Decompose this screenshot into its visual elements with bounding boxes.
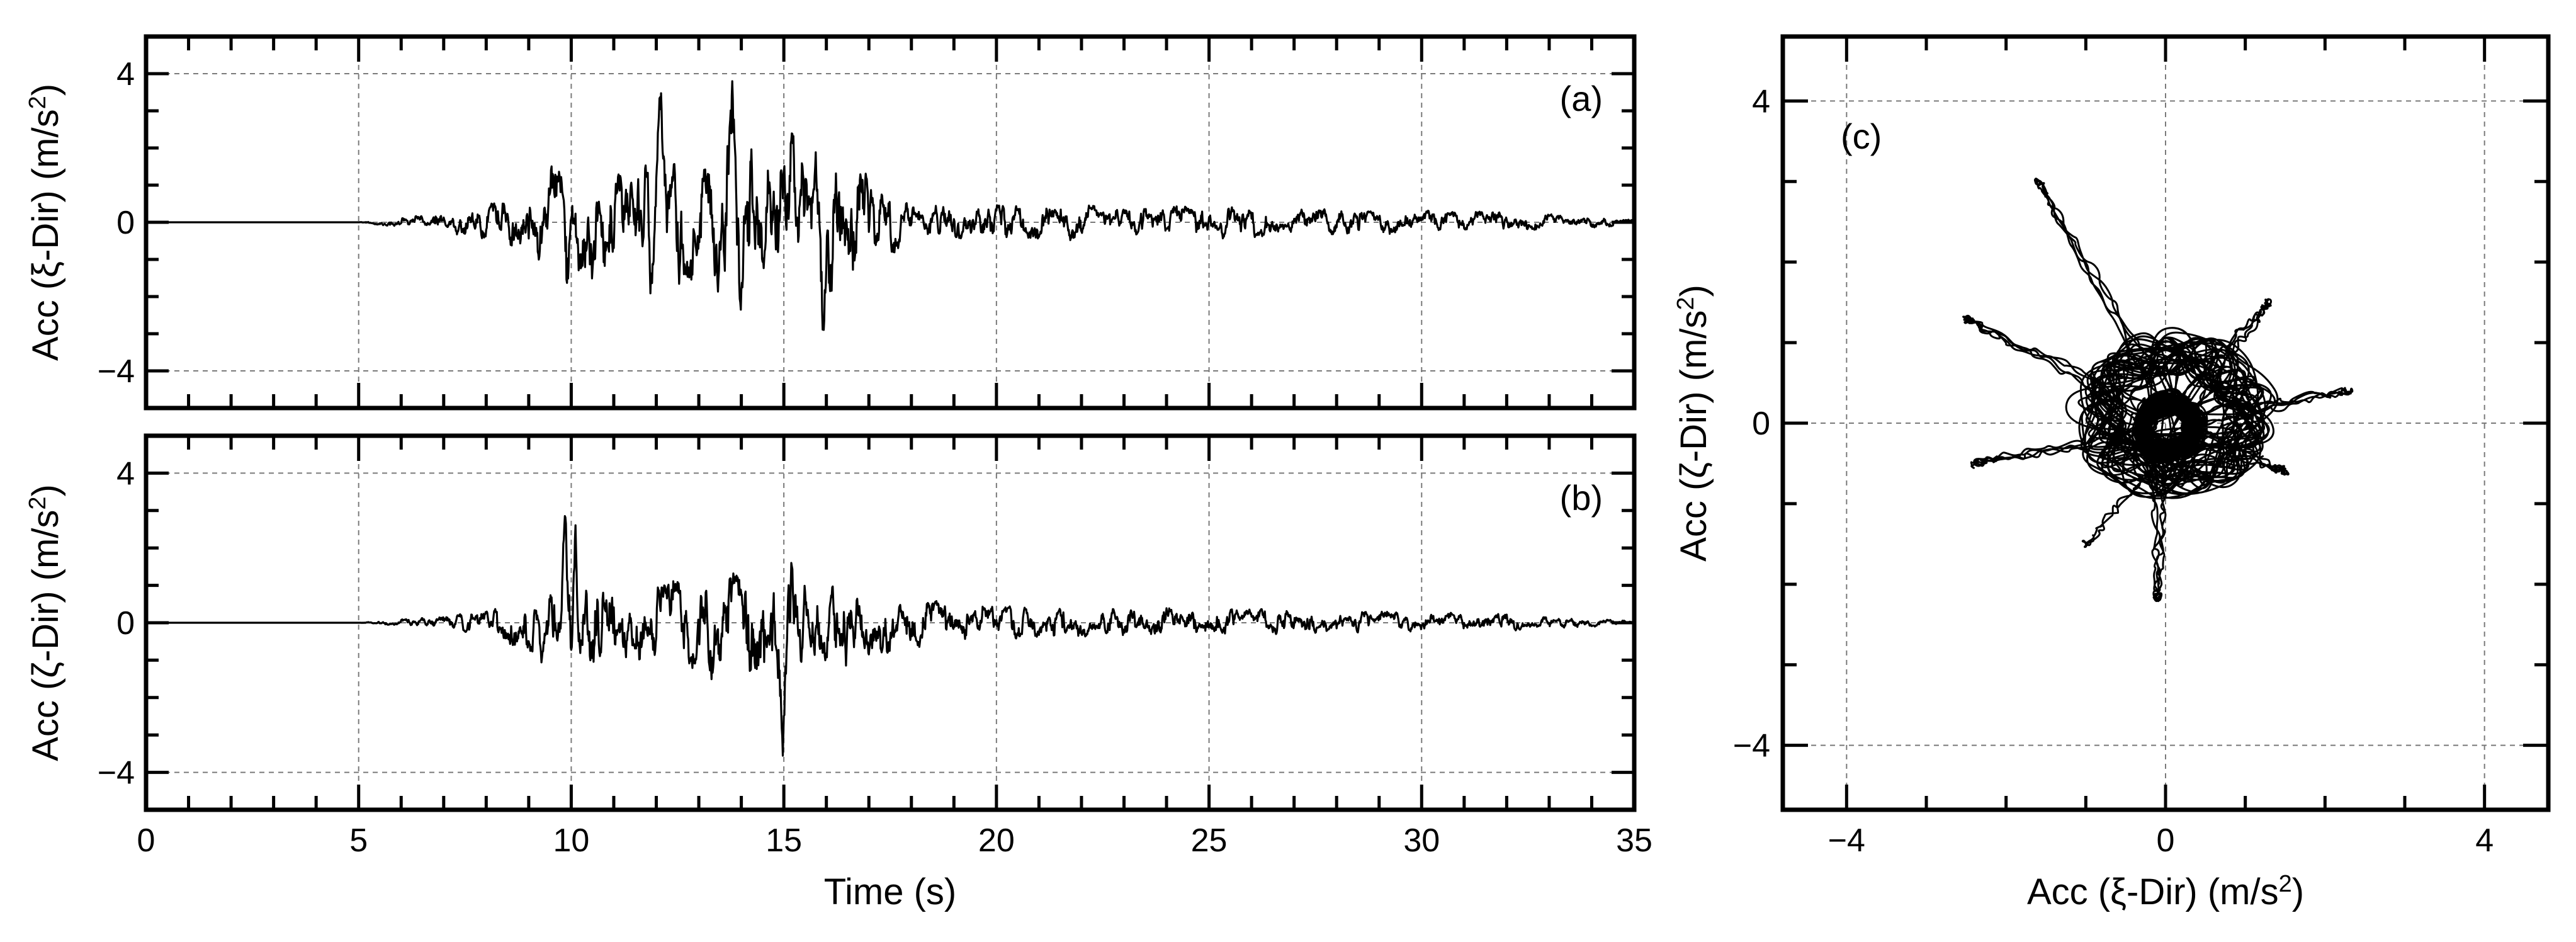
x-axis-label-main: Acc (ξ-Dir) (m/s <box>2027 871 2279 912</box>
y-tick-label: −4 <box>98 353 135 390</box>
panel-label: (c) <box>1841 116 1882 156</box>
y-axis-label-main: Acc (ζ-Dir) (m/s <box>1673 310 1714 562</box>
panel-label: (b) <box>1560 478 1603 518</box>
x-axis-label-close: ) <box>2292 871 2304 912</box>
x-tick-label: 5 <box>349 822 368 859</box>
x-tick-label: 0 <box>137 822 155 859</box>
y-tick-label: 4 <box>116 455 135 492</box>
x-tick-label: 4 <box>2475 822 2494 859</box>
x-tick-label: 10 <box>553 822 590 859</box>
y-axis-label: Acc (ζ-Dir) (m/s2) <box>25 484 66 761</box>
y-tick-label: 0 <box>116 605 135 642</box>
x-axis-label: Time (s) <box>824 871 956 912</box>
panel-a-acc-xi-time-history: −4 0 4 (a) Acc (ξ-Dir) (m/s2) <box>25 34 1637 411</box>
x-axis-label: Acc (ξ-Dir) (m/s2) <box>2027 871 2304 912</box>
y-axis-label: Acc (ξ-Dir) (m/s2) <box>25 84 66 361</box>
x-tick-label: 15 <box>765 822 802 859</box>
y-tick-label: −4 <box>1733 728 1770 764</box>
y-axis-label-close: ) <box>25 84 66 96</box>
y-axis-label: Acc (ζ-Dir) (m/s2) <box>1673 285 1714 562</box>
x-tick-label: 30 <box>1403 822 1440 859</box>
panel-label: (a) <box>1560 79 1603 118</box>
orbit-trace <box>1962 178 2354 603</box>
x-tick-label: 35 <box>1616 822 1652 859</box>
y-axis-label-main: Acc (ζ-Dir) (m/s <box>25 510 66 761</box>
y-tick-label: 0 <box>1752 406 1770 442</box>
signal-trace <box>145 80 1635 331</box>
panel-c-acc-orbit: −4 0 4−404(c)Acc (ξ-Dir) (m/s2)Acc (ζ-Dir)… <box>1673 34 2551 912</box>
x-tick-label: 0 <box>2157 822 2175 859</box>
x-tick-label: 25 <box>1191 822 1228 859</box>
y-axis-label-main: Acc (ξ-Dir) (m/s <box>25 109 66 361</box>
y-tick-label: −4 <box>98 755 135 792</box>
x-tick-label: 20 <box>978 822 1015 859</box>
y-axis-label-sup: 2 <box>1673 297 1699 310</box>
y-axis-label-close: ) <box>1673 285 1714 297</box>
y-axis-label-sup: 2 <box>25 96 51 109</box>
y-tick-label: 0 <box>116 205 135 241</box>
signal-trace <box>145 515 1635 757</box>
y-axis-label-close: ) <box>25 484 66 496</box>
y-tick-label: 4 <box>116 56 135 93</box>
x-tick-label: −4 <box>1828 822 1865 859</box>
y-axis-label-sup: 2 <box>25 496 51 509</box>
x-axis-label-sup: 2 <box>2279 871 2292 897</box>
y-tick-label: 4 <box>1752 83 1770 120</box>
